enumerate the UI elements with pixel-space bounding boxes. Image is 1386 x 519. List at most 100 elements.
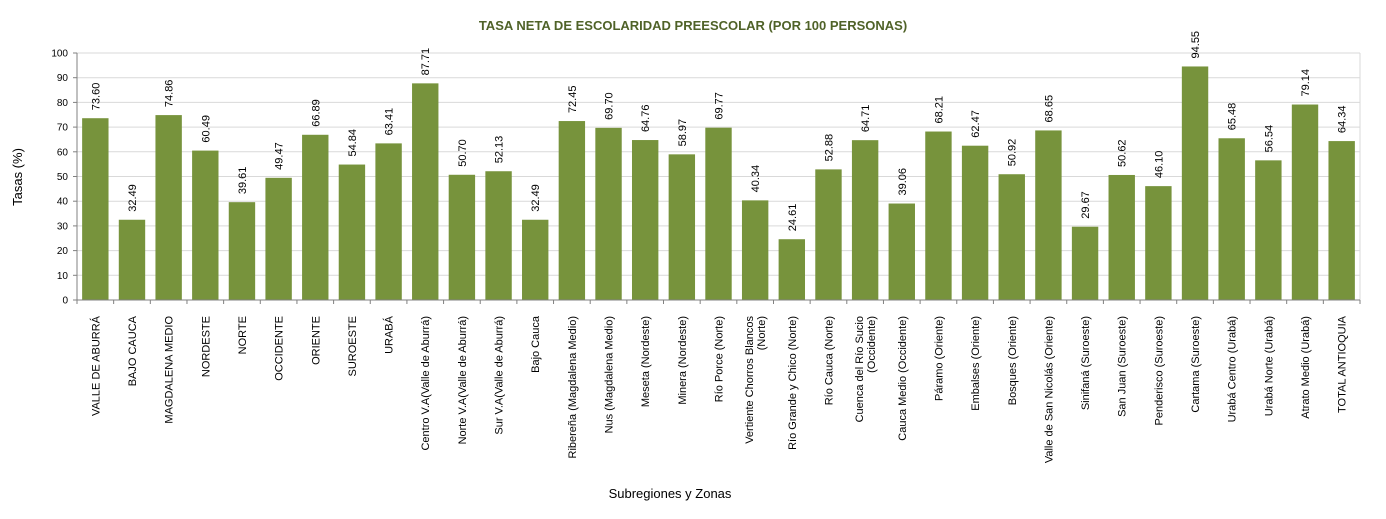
y-tick-label: 90 [57,73,69,84]
y-tick-label: 30 [57,221,69,232]
category-label: Embalses (Oriente) [970,316,982,411]
data-label: 64.34 [1337,106,1349,134]
data-label: 72.45 [567,86,579,114]
bar [595,127,622,300]
data-label: 64.71 [860,105,872,133]
category-label: Río Porce (Norte) [714,316,726,402]
category-label: TOTAL ANTIOQUIA [1337,315,1349,413]
data-label: 52.88 [823,134,835,162]
category-label: Norte V.A(Valle de Aburrá) [457,316,469,444]
category-label: OCCIDENTE [274,316,286,381]
bar [265,177,292,300]
y-tick-label: 100 [51,49,68,60]
bar [851,140,879,300]
data-label: 73.60 [90,83,102,111]
data-label: 50.92 [1007,139,1019,167]
data-label: 39.06 [897,168,909,196]
bar [375,143,402,300]
category-label: MAGDALENA MEDIO [164,316,176,424]
data-label: 49.47 [274,142,286,170]
data-label: 50.62 [1117,139,1129,167]
bar [705,127,732,301]
data-label: 66.89 [310,99,322,127]
bar [412,83,439,301]
data-label: 39.61 [237,167,249,195]
data-label: 32.49 [127,184,139,212]
category-label: Penderisco (Suroeste) [1153,316,1165,425]
bar [228,202,256,300]
y-axis-label: Tasas (%) [10,148,25,206]
bar [485,171,512,300]
y-tick-label: 70 [57,123,69,134]
data-labels: 73.60 32.49 74.86 60.49 39.61 49.47 66.89 54.84… [90,31,1348,231]
category-label: Sinifaná (Suroeste) [1080,316,1092,410]
y-tick-label: 20 [57,246,69,257]
category-label: Cartama (Suroeste) [1190,316,1202,413]
category-label: Vertiente Chorros Blancos [744,316,756,444]
data-label: 62.47 [970,110,982,138]
data-label: 32.49 [530,184,542,212]
bar [631,140,659,300]
category-label: (Norte) [756,316,768,350]
data-label: 60.49 [200,115,212,143]
category-label: Río Cauca (Norte) [823,316,835,405]
category-label: Centro V.A(Valle de Aburrá) [420,316,432,451]
x-axis-label: Subregiones y Zonas [609,486,732,501]
category-label: NORDESTE [200,316,212,377]
data-label: 69.77 [714,92,726,120]
bar [155,115,182,301]
bar [998,174,1025,300]
data-label: 63.41 [384,108,396,136]
bar [1035,130,1062,300]
category-label: NORTE [237,316,249,354]
bar [338,164,366,300]
category-label: Bajo Cauca [530,315,542,373]
bar [1328,141,1355,300]
category-label: URABÁ [383,315,396,354]
data-label: 74.86 [164,80,176,108]
category-label: Valle de San Nicolás (Oriente) [1043,316,1055,463]
category-label: Nus (Magdalena Medio) [604,316,616,433]
y-tick-label: 60 [57,147,69,158]
bar [778,239,806,300]
data-label: 50.70 [457,139,469,167]
data-label: 40.34 [750,165,762,193]
category-label: Urabá Centro (Urabá) [1227,316,1239,422]
data-label: 68.21 [933,96,945,124]
bar [888,203,915,300]
bar [448,174,476,300]
data-label: 64.76 [640,105,652,133]
bar [558,121,586,301]
bar [925,131,952,300]
bar [668,154,696,300]
data-label: 58.97 [677,119,689,147]
category-label: Bosques (Oriente) [1007,316,1019,405]
data-label: 87.71 [420,48,432,76]
bar [82,118,109,300]
bar [815,169,842,300]
data-label: 52.13 [494,136,506,164]
category-label: Sur V.A(Valle de Aburrá) [494,316,506,435]
data-label: 24.61 [787,204,799,232]
category-label: Minera (Nordeste) [677,316,689,405]
axes: 0 10 20 30 40 50 60 70 80 90 100 [51,49,1361,307]
category-label: (Occidente) [866,316,878,373]
data-label: 46.10 [1153,151,1165,179]
y-tick-label: 0 [62,296,68,307]
data-label: 29.67 [1080,191,1092,219]
category-label: ORIENTE [310,316,322,365]
y-tick-label: 40 [57,197,69,208]
category-label: Páramo (Oriente) [933,316,945,401]
bar [1071,226,1099,300]
bar [741,200,769,300]
y-tick-label: 80 [57,98,69,109]
y-tick-label: 50 [57,172,69,183]
category-label: BAJO CAUCA [127,315,139,386]
bar [1255,160,1282,300]
bar [1291,104,1319,300]
chart-title: TASA NETA DE ESCOLARIDAD PREESCOLAR (POR… [479,18,907,33]
category-label: Urabá Norte (Urabá) [1263,316,1275,416]
category-label: Cuenca del Río Sucio [854,316,866,422]
category-labels: VALLE DE ABURRÁ BAJO CAUCA MAGDALENA MEDIO… [89,315,1348,463]
